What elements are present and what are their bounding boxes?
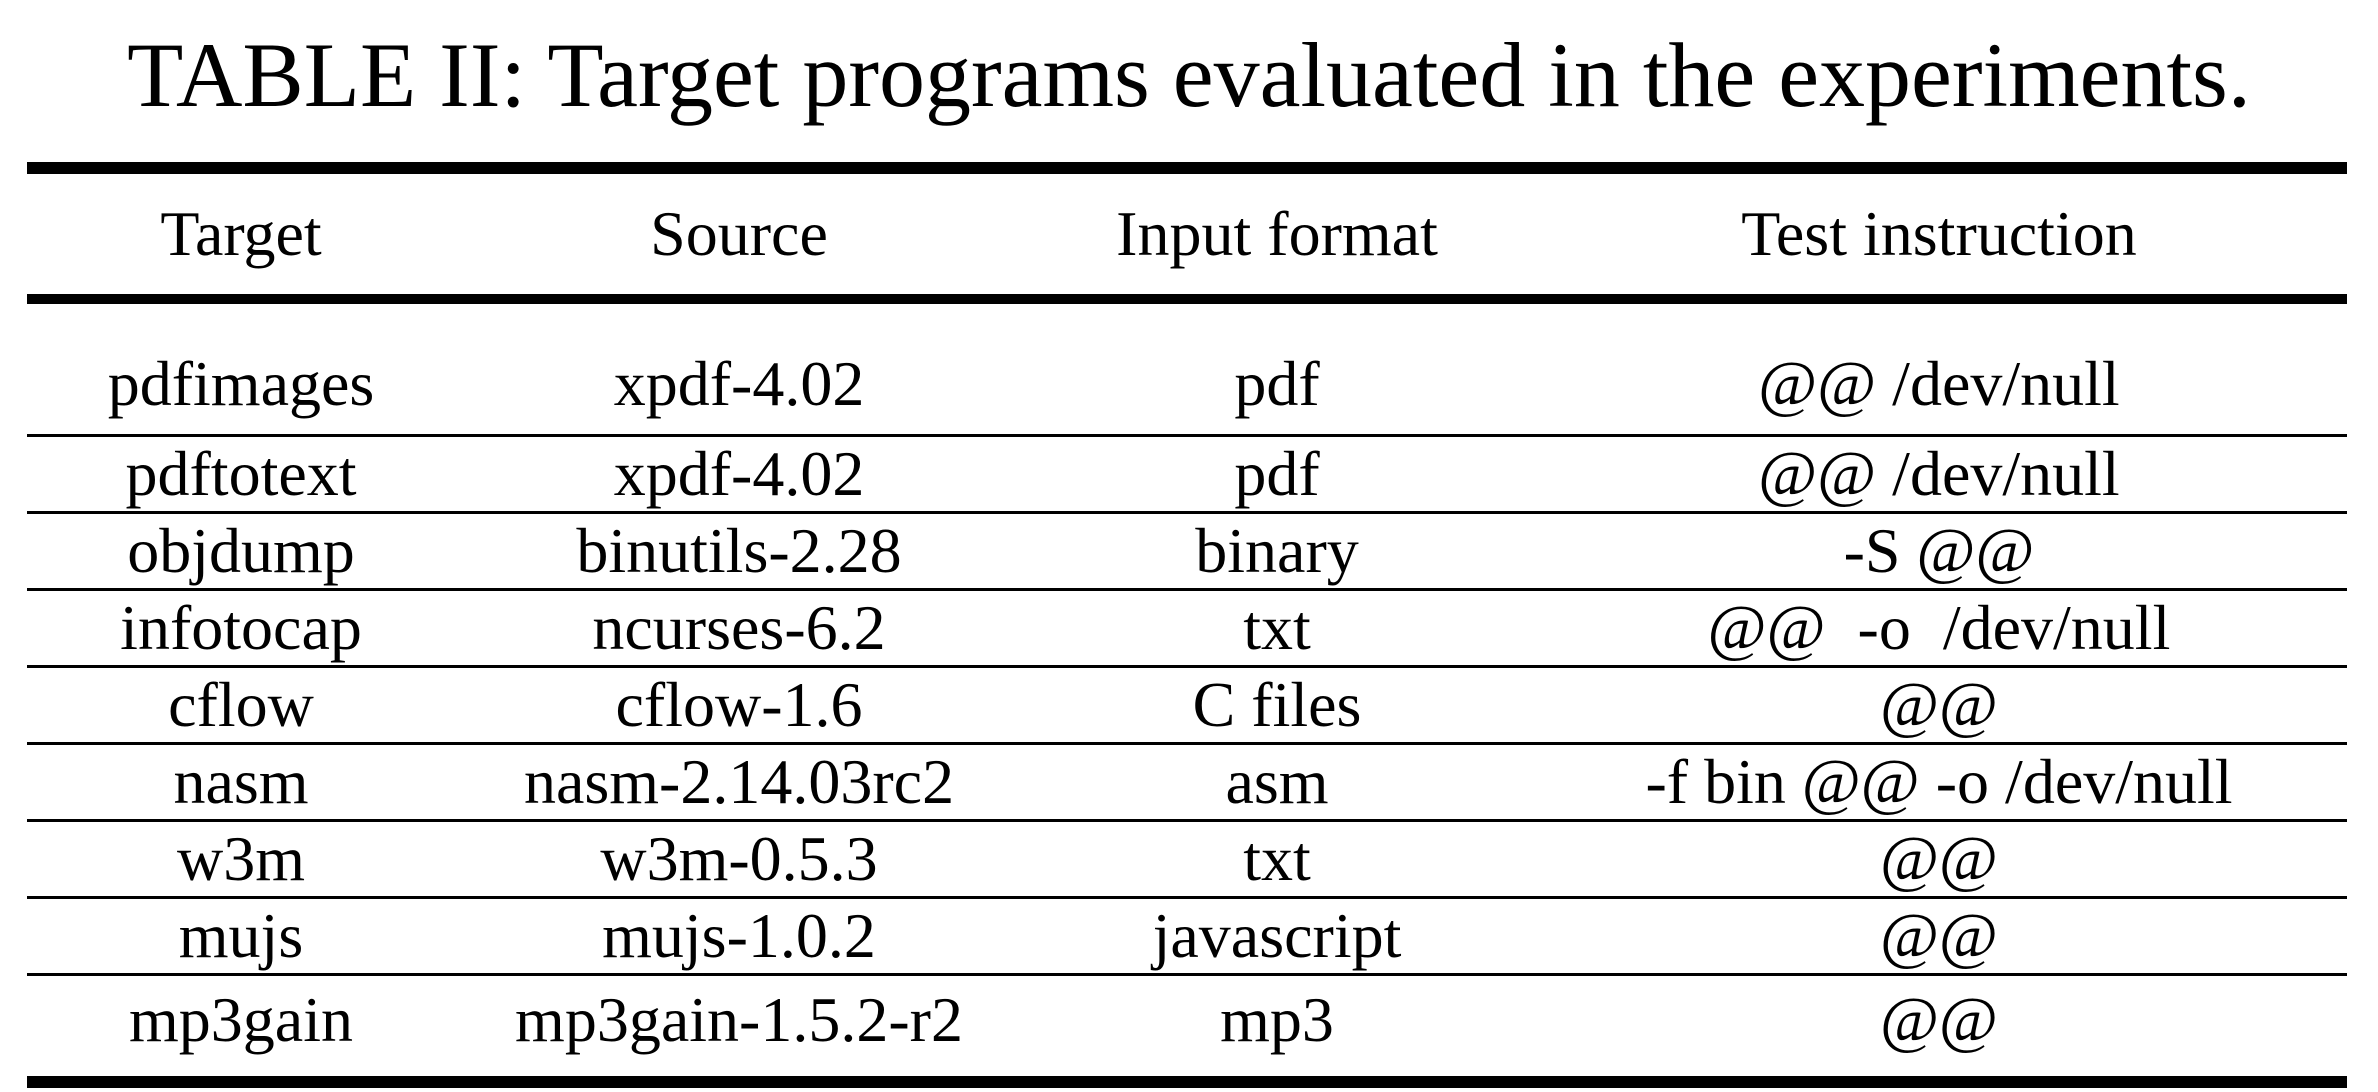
cell-input-format: txt bbox=[1023, 588, 1531, 667]
table-row: objdump binutils-2.28 binary -S @@ bbox=[27, 511, 2347, 590]
cell-target: mp3gain bbox=[27, 973, 455, 1082]
cell-target: pdfimages bbox=[107, 348, 375, 419]
cell-input-format: asm bbox=[1023, 742, 1531, 821]
table-row: mp3gain mp3gain-1.5.2-r2 mp3 @@ bbox=[27, 973, 2347, 1082]
cell-test-instruction: @@ bbox=[1531, 896, 2347, 975]
table-row: cflow cflow-1.6 C files @@ bbox=[27, 665, 2347, 744]
cell-source: nasm-2.14.03rc2 bbox=[455, 742, 1023, 821]
cell-source: xpdf-4.02 bbox=[613, 348, 865, 419]
cell-test-instruction: @@ /dev/null bbox=[1531, 434, 2347, 513]
cell-source: mujs-1.0.2 bbox=[455, 896, 1023, 975]
cell-test-instruction: @@ bbox=[1531, 665, 2347, 744]
cell-target: cflow bbox=[27, 665, 455, 744]
cell-input-format: javascript bbox=[1023, 896, 1531, 975]
table-row: mujs mujs-1.0.2 javascript @@ bbox=[27, 896, 2347, 975]
cell-source: xpdf-4.02 bbox=[455, 434, 1023, 513]
cell-input-format: mp3 bbox=[1023, 973, 1531, 1082]
cell-source: ncurses-6.2 bbox=[455, 588, 1023, 667]
cell-test-instruction: @@ /dev/null bbox=[1758, 348, 2120, 419]
header-row: Target Source Input format Test instruct… bbox=[27, 168, 2347, 304]
cell-target: pdftotext bbox=[27, 434, 455, 513]
target-programs-table: Target Source Input format Test instruct… bbox=[27, 162, 2347, 1088]
cell-target: nasm bbox=[27, 742, 455, 821]
cell-input-format: C files bbox=[1023, 665, 1531, 744]
cell-test-instruction: @@ bbox=[1531, 819, 2347, 898]
cell-test-instruction: @@ -o /dev/null bbox=[1531, 588, 2347, 667]
header-source: Source bbox=[455, 168, 1023, 304]
cell-test-instruction: -f bin @@ -o /dev/null bbox=[1531, 742, 2347, 821]
table-row: pdfimages xpdf-4.02 pdf @@ /dev/null bbox=[27, 299, 2347, 436]
header-input-format: Input format bbox=[1023, 168, 1531, 304]
cell-source: cflow-1.6 bbox=[455, 665, 1023, 744]
cell-input-format: txt bbox=[1023, 819, 1531, 898]
table-caption: TABLE II: Target programs evaluated in t… bbox=[127, 24, 2251, 126]
cell-input-format: pdf bbox=[1234, 348, 1320, 419]
header-target: Target bbox=[27, 168, 455, 304]
cell-input-format: binary bbox=[1023, 511, 1531, 590]
table-row: infotocap ncurses-6.2 txt @@ -o /dev/nul… bbox=[27, 588, 2347, 667]
cell-source: binutils-2.28 bbox=[455, 511, 1023, 590]
cell-target: infotocap bbox=[27, 588, 455, 667]
table-row: nasm nasm-2.14.03rc2 asm -f bin @@ -o /d… bbox=[27, 742, 2347, 821]
cell-test-instruction: -S @@ bbox=[1531, 511, 2347, 590]
table-row: w3m w3m-0.5.3 txt @@ bbox=[27, 819, 2347, 898]
cell-target: w3m bbox=[27, 819, 455, 898]
cell-test-instruction: @@ bbox=[1531, 973, 2347, 1082]
cell-source: mp3gain-1.5.2-r2 bbox=[455, 973, 1023, 1082]
cell-input-format: pdf bbox=[1023, 434, 1531, 513]
cell-target: objdump bbox=[27, 511, 455, 590]
cell-source: w3m-0.5.3 bbox=[455, 819, 1023, 898]
cell-target: mujs bbox=[27, 896, 455, 975]
table-row: pdftotext xpdf-4.02 pdf @@ /dev/null bbox=[27, 434, 2347, 513]
header-test-instruction: Test instruction bbox=[1531, 168, 2347, 304]
